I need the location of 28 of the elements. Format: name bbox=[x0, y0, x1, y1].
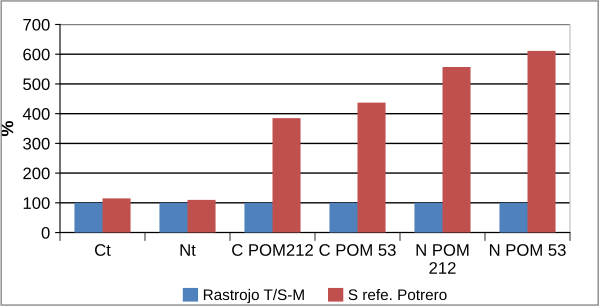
legend-label: Rastrojo T/S-M bbox=[204, 288, 304, 304]
bar bbox=[329, 202, 358, 233]
y-tick-label: 100 bbox=[24, 197, 50, 210]
y-tick-label: 700 bbox=[23, 18, 50, 31]
bar bbox=[272, 118, 301, 233]
bar bbox=[442, 66, 471, 233]
x-tick-label: Nt bbox=[180, 244, 196, 256]
x-tick-label: N POM 53 bbox=[490, 244, 566, 256]
y-tick-label: 0 bbox=[42, 226, 50, 239]
x-tick-label: Ct bbox=[95, 244, 111, 256]
bar bbox=[414, 202, 442, 233]
x-tick-label: C POM 53 bbox=[319, 244, 396, 256]
bar bbox=[74, 202, 102, 233]
bar bbox=[358, 102, 386, 233]
bar bbox=[244, 202, 272, 233]
y-tick-label: 400 bbox=[22, 108, 50, 120]
bar bbox=[102, 198, 131, 233]
y-tick-label: 200 bbox=[23, 168, 50, 180]
bar bbox=[159, 202, 188, 233]
y-tick-label: 500 bbox=[23, 78, 50, 90]
x-tick-label: C POM212 bbox=[232, 244, 313, 256]
y-tick-label: 600 bbox=[23, 48, 50, 60]
bar bbox=[188, 200, 216, 233]
bar bbox=[499, 202, 528, 233]
y-tick-label: 300 bbox=[23, 138, 50, 150]
legend-label: S refe. Potrero bbox=[348, 288, 447, 300]
bar bbox=[528, 50, 556, 233]
x-tick-label: N POM 212 bbox=[416, 244, 468, 274]
